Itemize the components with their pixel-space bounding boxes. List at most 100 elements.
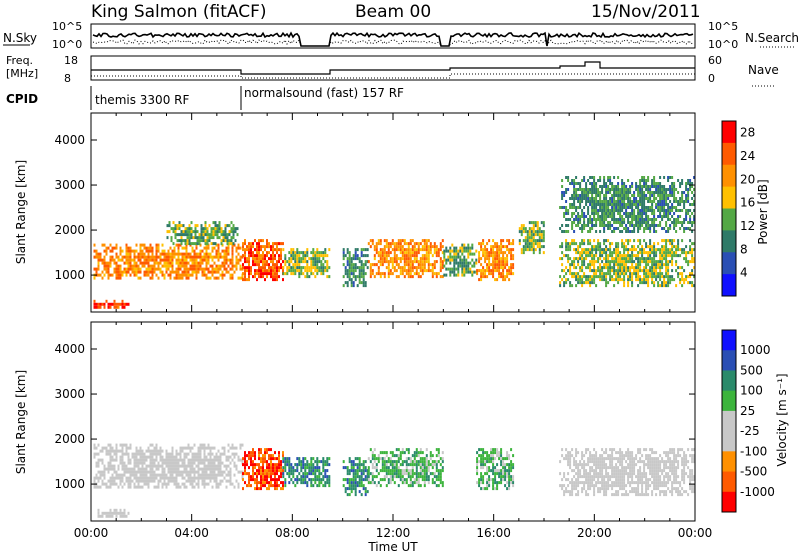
power-cell	[375, 251, 378, 255]
power-cell	[657, 215, 660, 218]
power-cell	[591, 275, 594, 279]
velocity-cell	[352, 463, 355, 467]
power-cell	[302, 254, 305, 258]
power-cell	[274, 254, 276, 258]
velocity-cell	[395, 472, 398, 476]
velocity-cell	[163, 461, 166, 465]
velocity-cell	[229, 446, 232, 450]
power-cell	[601, 251, 604, 255]
power-cell	[356, 248, 359, 252]
nave-label: Nave	[748, 63, 779, 77]
power-cell	[391, 242, 394, 246]
power-cell	[294, 254, 297, 258]
velocity-cell	[117, 464, 120, 468]
power-cell	[224, 233, 227, 237]
velocity-cell	[121, 452, 124, 456]
velocity-cell	[223, 470, 226, 474]
power-cell	[673, 251, 676, 255]
velocity-cell	[316, 460, 319, 464]
power-cell	[348, 278, 351, 282]
power-cell	[567, 176, 570, 179]
power-cell	[403, 251, 406, 255]
velocity-cell	[151, 449, 154, 453]
power-cell	[324, 254, 327, 258]
velocity-cell	[155, 473, 158, 477]
power-cell	[425, 239, 428, 243]
power-cell	[314, 263, 317, 267]
power-cell	[611, 215, 614, 218]
power-cell	[685, 185, 688, 188]
power-cell	[613, 260, 616, 264]
velocity-cell	[244, 454, 246, 458]
power-ytick-label: 1000	[54, 268, 85, 282]
power-cell	[228, 224, 231, 228]
power-cell	[127, 255, 130, 259]
power-cell	[244, 254, 246, 258]
velocity-cell	[235, 452, 238, 456]
power-cell	[484, 254, 487, 258]
velocity-cell	[391, 463, 394, 467]
power-cell	[278, 260, 280, 264]
velocity-cell	[137, 467, 140, 471]
power-cell	[661, 263, 664, 267]
power-cell	[617, 281, 620, 285]
power-cell	[224, 227, 227, 231]
velocity-cell	[270, 466, 272, 470]
power-cell	[661, 251, 664, 255]
power-cell	[151, 246, 154, 250]
power-cell	[264, 260, 266, 264]
power-cell	[619, 191, 622, 194]
power-cell	[109, 258, 112, 262]
power-cell	[260, 260, 262, 264]
power-cell	[322, 254, 325, 258]
power-cell	[121, 273, 124, 277]
power-cell	[217, 252, 220, 256]
noise-right-tick-low: 10^0	[708, 38, 738, 51]
power-cell	[165, 267, 168, 271]
power-cell	[625, 272, 628, 276]
power-cell	[183, 246, 186, 250]
power-cell	[417, 251, 420, 255]
power-cell	[675, 248, 678, 252]
power-cell	[591, 200, 594, 203]
power-cell	[441, 251, 444, 255]
velocity-cell	[171, 452, 174, 456]
power-cell	[300, 251, 303, 255]
power-cell	[639, 266, 642, 270]
power-cell	[496, 245, 499, 249]
power-cell	[667, 248, 670, 252]
power-cell	[105, 267, 108, 271]
velocity-cell	[115, 458, 118, 462]
power-cell	[677, 221, 680, 224]
power-cell	[631, 245, 634, 249]
power-cell	[213, 246, 216, 250]
velocity-cell	[107, 470, 110, 474]
power-cell	[397, 263, 400, 267]
power-cell	[665, 269, 668, 273]
power-cell	[135, 261, 138, 265]
power-cell	[346, 269, 349, 273]
velocity-cell	[189, 476, 192, 480]
velocity-cell	[207, 458, 210, 462]
power-cell	[647, 197, 650, 200]
power-cell	[583, 263, 586, 267]
power-cell	[97, 267, 100, 271]
power-cell	[629, 278, 632, 282]
power-cell	[119, 252, 122, 256]
power-cell	[659, 200, 662, 203]
power-cell	[344, 269, 347, 273]
power-cell	[169, 270, 172, 274]
power-cell	[691, 182, 694, 185]
power-cell	[683, 251, 686, 255]
power-cell	[679, 185, 682, 188]
velocity-cell	[413, 478, 416, 482]
power-cell	[455, 252, 458, 256]
power-cell	[613, 200, 616, 203]
power-cell	[563, 254, 566, 258]
power-cell	[621, 257, 624, 261]
power-cell	[125, 261, 128, 265]
velocity-cell	[306, 460, 309, 464]
velocity-cell	[366, 475, 369, 479]
power-cell	[625, 191, 628, 194]
velocity-cell	[360, 463, 363, 467]
